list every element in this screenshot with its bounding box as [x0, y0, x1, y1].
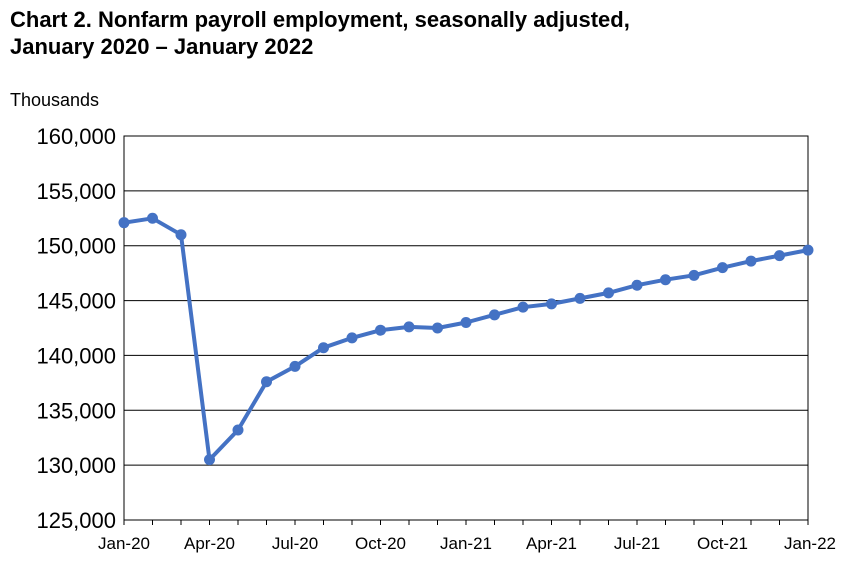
data-point-Feb-20	[147, 212, 158, 224]
y-tick-label: 130,000	[36, 453, 116, 478]
data-point-Jul-21	[631, 279, 643, 291]
data-point-Jun-20	[261, 376, 272, 388]
y-tick-label: 125,000	[36, 508, 116, 533]
data-point-Feb-21	[489, 309, 500, 321]
y-axis-tick-labels: 125,000 130,000 135,000 140,000 145,000 150,0…	[36, 124, 116, 533]
data-point-Nov-21	[745, 255, 757, 267]
data-point-May-20	[232, 424, 244, 436]
chart-title: Chart 2. Nonfarm payroll employment, sea…	[10, 6, 630, 60]
gridlines	[124, 135, 808, 466]
x-axis-tick-labels: Jan-20 Apr-20 Jul-20 Oct-20 Jan-21 Apr-21 Jul-…	[98, 534, 836, 553]
series-line	[122, 216, 810, 462]
data-point-Dec-21	[774, 250, 785, 262]
data-point-Jul-20	[289, 360, 301, 372]
x-tick-label: Jul-20	[272, 534, 318, 553]
chart-title-line-1: Chart 2. Nonfarm payroll employment, sea…	[10, 7, 630, 32]
x-tick-label: Jan-21	[440, 534, 492, 553]
data-point-Mar-21	[517, 301, 529, 313]
series-employment	[118, 212, 814, 466]
y-tick-label: 160,000	[36, 124, 116, 149]
data-point-Sep-20	[346, 332, 358, 344]
data-point-Nov-20	[403, 321, 415, 333]
x-tick-label: Oct-21	[697, 534, 748, 553]
y-tick-label: 145,000	[36, 289, 116, 314]
x-tick-label: Jul-21	[614, 534, 660, 553]
y-tick-label: 150,000	[36, 234, 116, 259]
y-tick-label: 135,000	[36, 398, 116, 423]
data-point-Jun-21	[603, 287, 614, 299]
data-point-Jan-20	[118, 217, 130, 229]
x-tick-label: Apr-21	[526, 534, 577, 553]
x-tick-label: Apr-20	[184, 534, 235, 553]
data-point-Aug-20	[318, 342, 329, 354]
data-point-May-21	[574, 292, 586, 304]
chart-title-line-2: January 2020 – January 2022	[10, 34, 314, 59]
data-point-Jan-22	[802, 244, 814, 256]
data-point-Apr-20	[204, 454, 215, 466]
data-point-Oct-21	[717, 262, 728, 274]
data-point-Dec-20	[432, 322, 443, 334]
data-point-Mar-20	[175, 229, 187, 241]
axes	[123, 135, 809, 525]
data-point-Apr-21	[546, 298, 557, 310]
x-tick-label: Jan-20	[98, 534, 150, 553]
data-point-Sep-21	[688, 269, 700, 281]
x-tick-label: Jan-22	[784, 534, 836, 553]
data-point-Oct-20	[375, 324, 386, 336]
data-point-Jan-21	[460, 317, 472, 329]
data-point-Aug-21	[660, 274, 671, 286]
y-axis-unit-label: Thousands	[10, 90, 99, 110]
y-tick-label: 140,000	[36, 343, 116, 368]
x-tick-label: Oct-20	[355, 534, 406, 553]
y-tick-label: 155,000	[36, 179, 116, 204]
